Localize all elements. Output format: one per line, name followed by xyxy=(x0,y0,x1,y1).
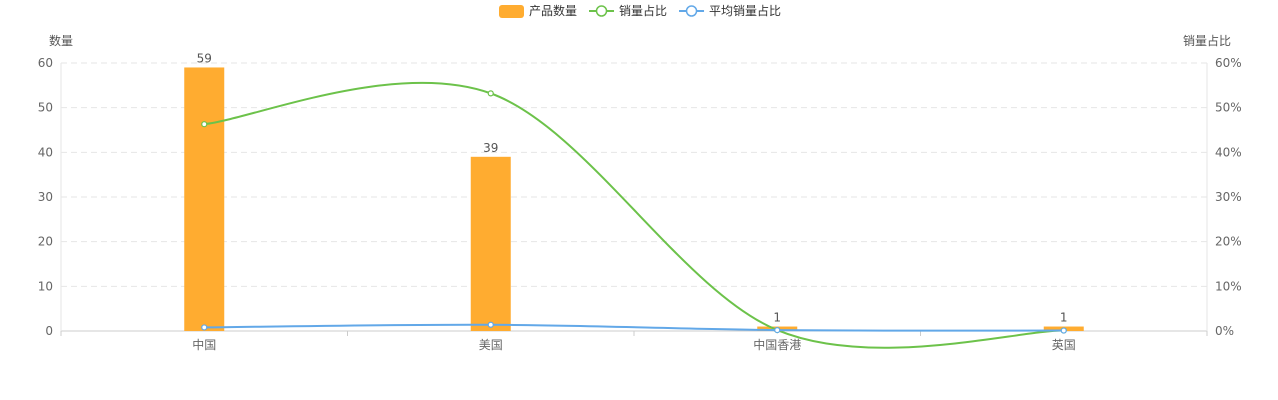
left-tick-label: 40 xyxy=(38,145,53,159)
left-tick-label: 30 xyxy=(38,190,53,204)
bar-value-label: 1 xyxy=(773,311,781,325)
axes: 数量 销量占比 0 10 20 30 40 50 60 0% 10% 20% 30% 40% 50% 60… xyxy=(38,33,1242,352)
line-point xyxy=(201,324,208,331)
legend-swatch-marker xyxy=(685,5,698,17)
data-labels: 59 39 1 1 xyxy=(197,51,1068,324)
left-tick-label: 20 xyxy=(38,235,53,249)
gridlines xyxy=(61,62,1207,287)
left-tick-label: 0 xyxy=(45,324,53,338)
series-line xyxy=(204,323,1064,332)
legend-swatch-bar xyxy=(499,5,524,18)
right-tick-label: 60% xyxy=(1215,56,1242,70)
legend: 产品数量 销量占比 平均销量占比 xyxy=(499,3,781,18)
right-axis-title: 销量占比 xyxy=(1183,33,1231,48)
x-tick-label: 美国 xyxy=(479,338,503,352)
line-point xyxy=(487,321,494,328)
lines xyxy=(201,81,1067,349)
series-line xyxy=(204,81,1064,349)
right-tick-label: 20% xyxy=(1215,235,1242,249)
line-point xyxy=(487,90,494,97)
legend-label: 平均销量占比 xyxy=(709,3,781,18)
x-tick-label: 英国 xyxy=(1052,338,1076,352)
bar-value-label: 1 xyxy=(1060,311,1068,325)
right-tick-label: 0% xyxy=(1215,324,1234,338)
bar xyxy=(184,67,225,331)
left-tick-label: 50 xyxy=(38,101,53,115)
legend-swatch-marker xyxy=(595,5,608,17)
left-axis-title: 数量 xyxy=(49,33,73,48)
bar-value-label: 59 xyxy=(197,51,212,65)
right-tick-label: 50% xyxy=(1215,101,1242,115)
legend-label: 销量占比 xyxy=(619,3,667,18)
bar-value-label: 39 xyxy=(483,141,498,155)
legend-label: 产品数量 xyxy=(529,3,577,18)
left-tick-label: 10 xyxy=(38,279,53,293)
bar xyxy=(470,156,511,331)
right-tick-label: 10% xyxy=(1215,279,1242,293)
right-tick-label: 30% xyxy=(1215,190,1242,204)
line-point xyxy=(201,121,208,128)
line-point xyxy=(774,327,781,334)
x-tick-label: 中国香港 xyxy=(753,337,801,352)
line-point xyxy=(1060,327,1067,334)
bars xyxy=(184,67,1084,331)
left-tick-label: 60 xyxy=(38,56,53,70)
x-tick-label: 中国 xyxy=(192,337,216,352)
right-tick-label: 40% xyxy=(1215,145,1242,159)
